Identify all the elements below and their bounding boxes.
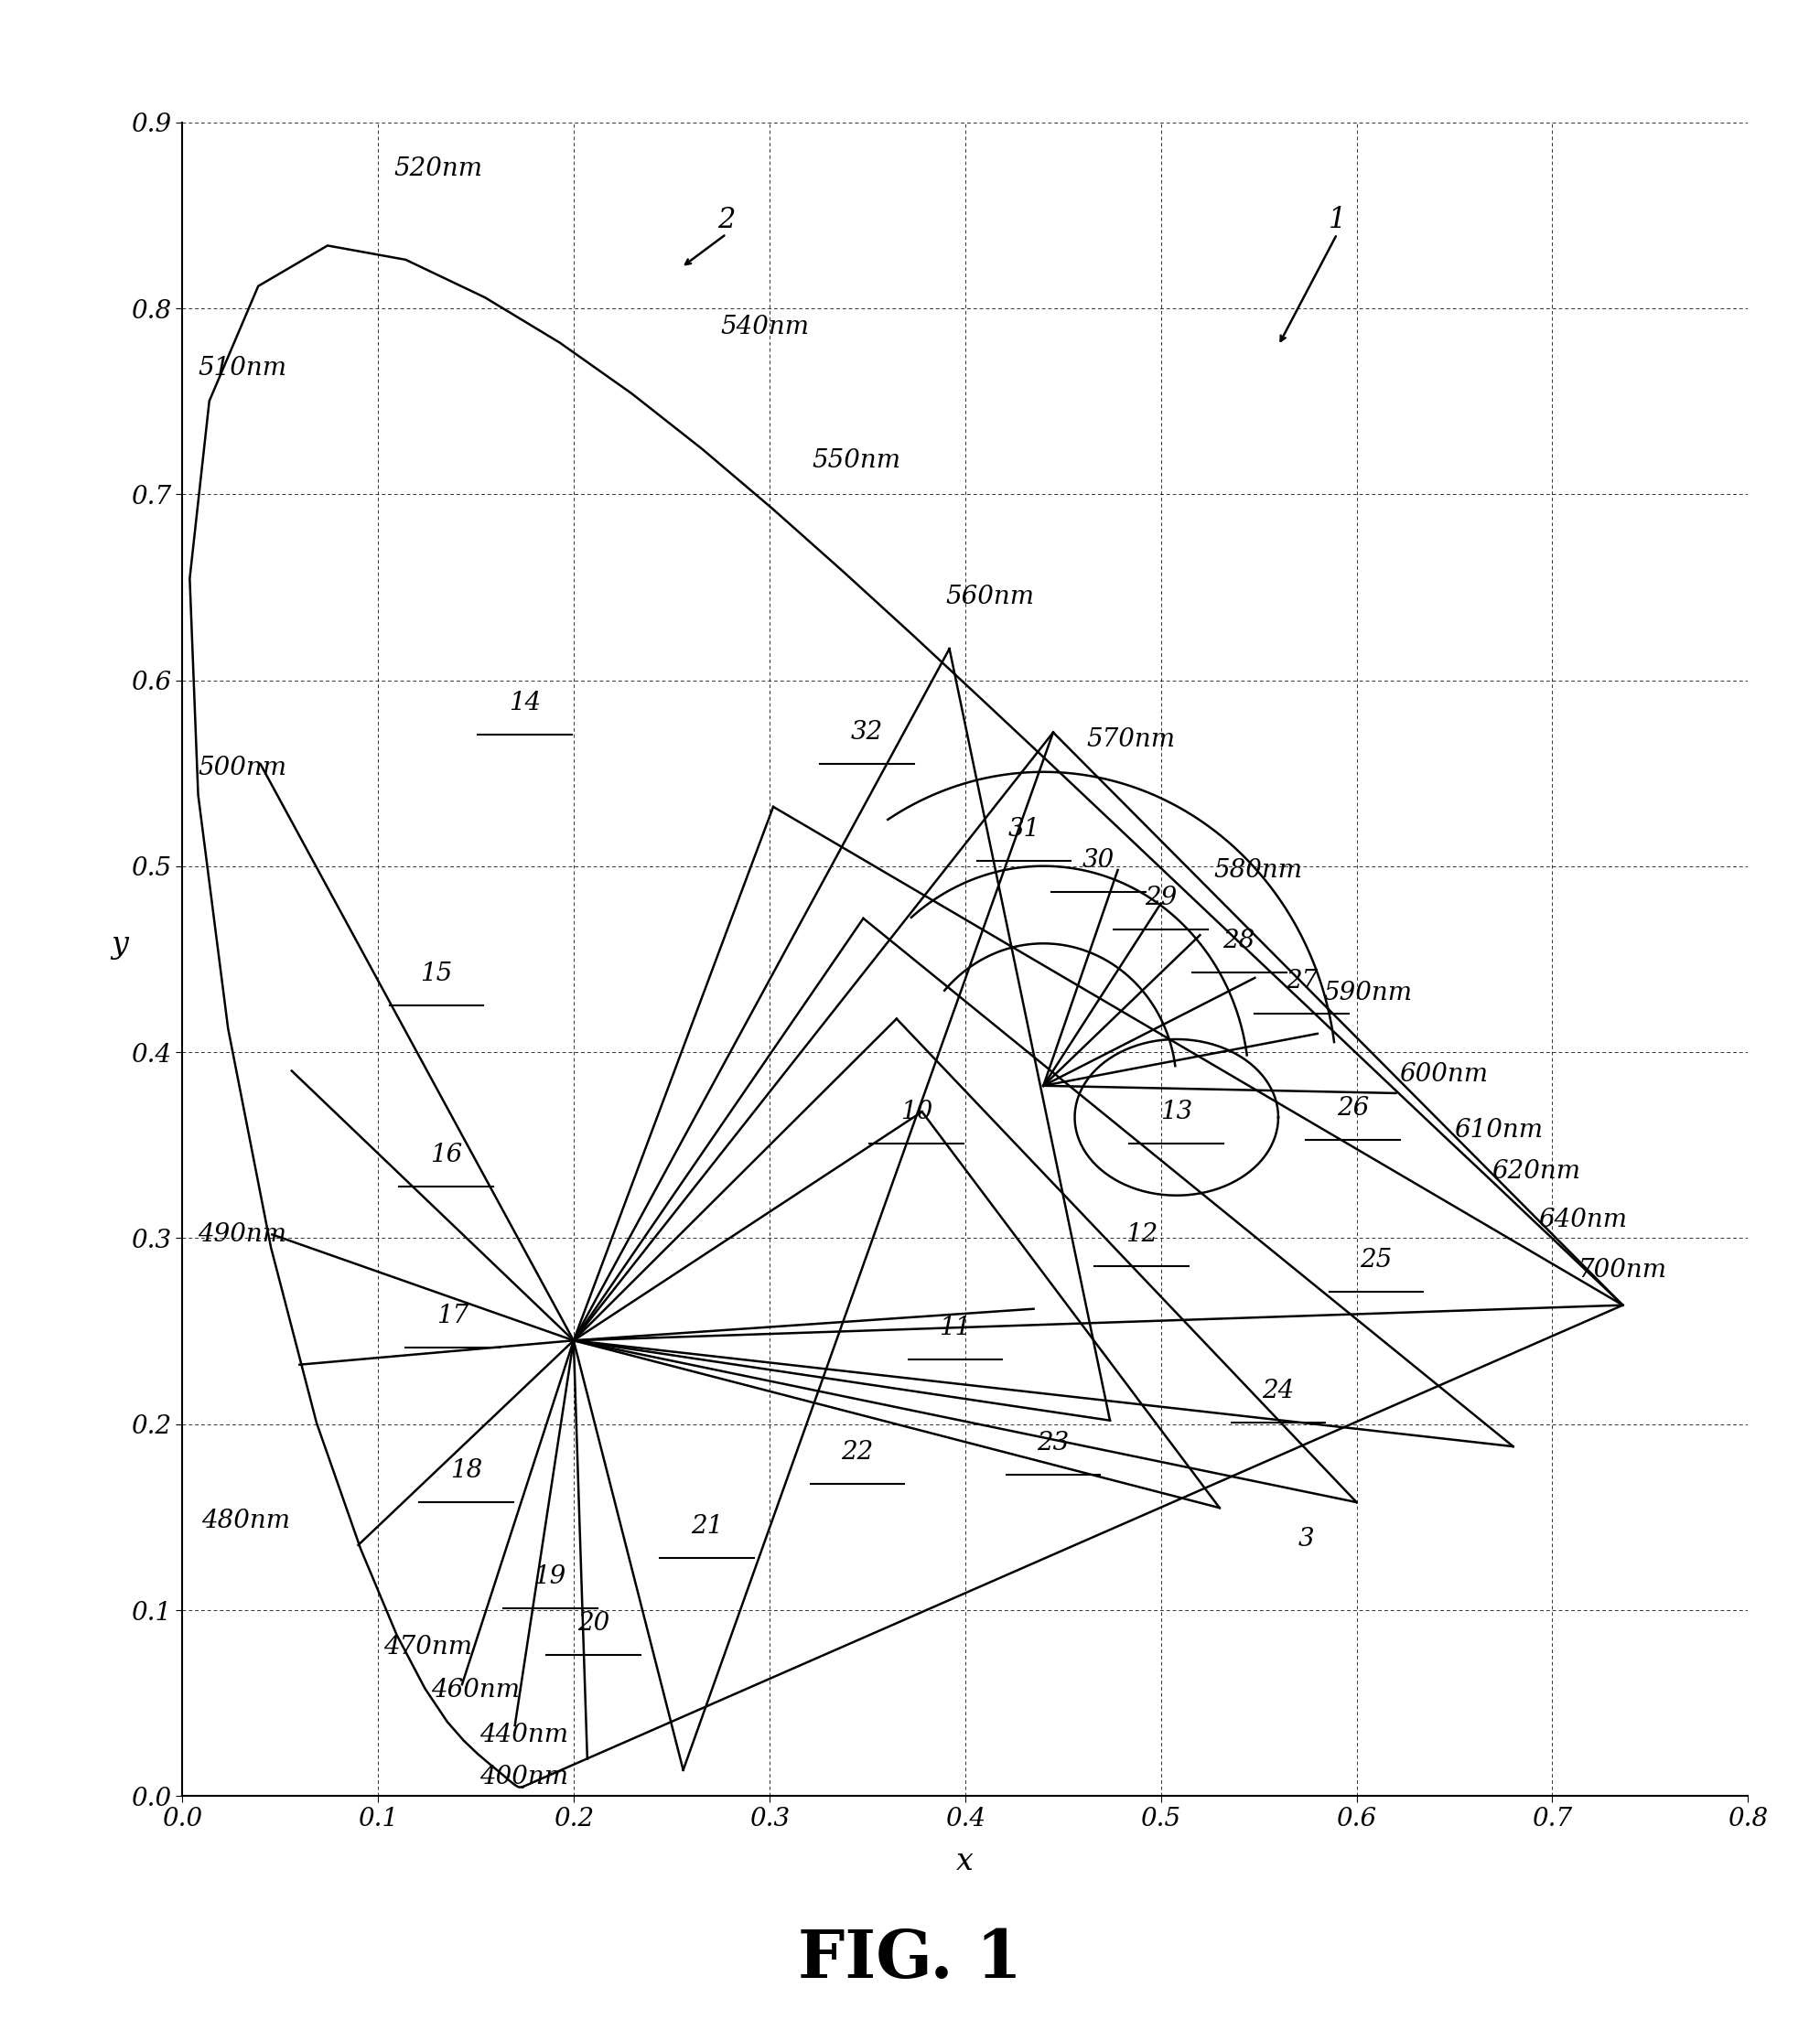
- Text: 18: 18: [450, 1459, 482, 1484]
- Text: 700nm: 700nm: [1576, 1257, 1665, 1282]
- Text: 27: 27: [1285, 969, 1318, 994]
- Text: 24: 24: [1261, 1378, 1294, 1402]
- Text: 10: 10: [899, 1100, 932, 1125]
- Text: 28: 28: [1223, 929, 1254, 953]
- Text: 400nm: 400nm: [479, 1765, 568, 1790]
- Text: 11: 11: [939, 1314, 970, 1339]
- Y-axis label: y: y: [111, 931, 127, 959]
- Text: 31: 31: [1006, 816, 1039, 841]
- Text: 30: 30: [1081, 849, 1114, 874]
- Text: 20: 20: [577, 1610, 610, 1635]
- Text: 590nm: 590nm: [1323, 980, 1412, 1004]
- Text: 480nm: 480nm: [202, 1508, 291, 1533]
- Text: 540nm: 540nm: [721, 314, 808, 339]
- Text: 610nm: 610nm: [1454, 1118, 1543, 1143]
- Text: 13: 13: [1159, 1100, 1192, 1125]
- Text: 500nm: 500nm: [198, 755, 286, 780]
- Text: FIG. 1: FIG. 1: [797, 1927, 1023, 1992]
- Text: 25: 25: [1360, 1249, 1392, 1274]
- Text: 580nm: 580nm: [1214, 857, 1301, 882]
- Text: 29: 29: [1145, 886, 1176, 910]
- Text: 470nm: 470nm: [384, 1635, 473, 1659]
- Text: 620nm: 620nm: [1491, 1159, 1580, 1184]
- Text: 3: 3: [1298, 1527, 1314, 1551]
- Text: 490nm: 490nm: [198, 1223, 286, 1247]
- Text: 1: 1: [1327, 206, 1345, 235]
- Text: 21: 21: [690, 1514, 723, 1539]
- Text: 510nm: 510nm: [198, 355, 286, 380]
- Text: 550nm: 550nm: [812, 449, 901, 474]
- Text: 12: 12: [1125, 1223, 1158, 1247]
- X-axis label: x: x: [956, 1847, 974, 1876]
- Text: 520nm: 520nm: [393, 157, 482, 182]
- Text: 440nm: 440nm: [479, 1723, 568, 1747]
- Text: 640nm: 640nm: [1538, 1208, 1627, 1233]
- Text: 560nm: 560nm: [945, 584, 1034, 608]
- Text: 23: 23: [1037, 1431, 1068, 1455]
- Text: 22: 22: [841, 1439, 874, 1463]
- Text: 570nm: 570nm: [1087, 727, 1174, 753]
- Text: 460nm: 460nm: [431, 1678, 519, 1702]
- Text: 26: 26: [1336, 1096, 1369, 1121]
- Text: 19: 19: [533, 1563, 566, 1590]
- Text: 15: 15: [420, 961, 453, 986]
- Text: 2: 2: [717, 206, 735, 235]
- Text: 14: 14: [508, 690, 541, 714]
- Text: 17: 17: [435, 1304, 468, 1329]
- Text: 16: 16: [430, 1143, 462, 1167]
- Text: 32: 32: [850, 720, 883, 745]
- Text: 600nm: 600nm: [1400, 1061, 1487, 1088]
